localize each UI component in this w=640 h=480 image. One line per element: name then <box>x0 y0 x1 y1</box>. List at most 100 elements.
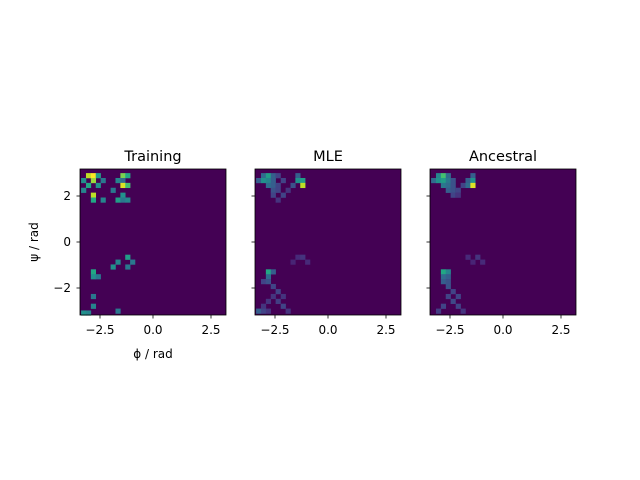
heatmap-cell <box>470 173 476 179</box>
heatmap-cell <box>475 254 481 260</box>
heatmap-cell <box>90 197 97 203</box>
heatmap-cell <box>445 182 451 189</box>
heatmap-cell <box>450 182 456 189</box>
heatmap-cell <box>470 182 476 189</box>
heatmap-cell <box>275 289 281 295</box>
heatmap-cell <box>260 303 267 309</box>
heatmap-cell <box>440 274 447 280</box>
heatmap-cell <box>445 279 451 285</box>
x-tick-label: −2.5 <box>435 323 464 337</box>
heatmap-cell <box>300 254 306 260</box>
panel-training: Training −2.5 0.0 2.5 ϕ / rad 2 0 −2 ψ /… <box>27 149 227 361</box>
heatmap-cell <box>440 182 447 189</box>
x-tick-label: 2.5 <box>201 323 220 337</box>
heatmap-cell <box>435 177 442 184</box>
heatmap-cell <box>295 173 301 179</box>
heatmap-cell <box>295 177 301 184</box>
heatmap-cell <box>305 259 311 265</box>
heatmap-cell <box>270 283 276 290</box>
heatmap-cell <box>120 177 126 184</box>
heatmap-cell <box>275 197 281 203</box>
heatmap-cell <box>440 269 447 275</box>
x-tick-label: −2.5 <box>85 323 114 337</box>
heatmap-cell <box>431 177 437 184</box>
heatmap-cell <box>115 177 121 184</box>
heatmap-cell <box>81 177 87 184</box>
heatmap-cell <box>81 310 87 316</box>
heatmap-cell <box>270 187 276 193</box>
heatmap-cell <box>445 269 451 275</box>
x-axis-label: ϕ / rad <box>133 347 173 361</box>
heatmap-cell <box>85 310 92 316</box>
heatmap-cell <box>300 182 306 189</box>
heatmap-cell <box>445 274 451 280</box>
heatmap-cell <box>265 182 272 189</box>
heatmap-cells <box>80 169 226 316</box>
heatmap-cell <box>115 259 121 265</box>
heatmap-cell <box>295 254 301 260</box>
heatmap-cell <box>265 298 272 304</box>
heatmap-cell <box>260 177 267 184</box>
heatmap-cell <box>120 182 126 189</box>
heatmap-cell <box>280 192 286 198</box>
x-axis: −2.5 0.0 2.5 <box>260 315 396 337</box>
heatmap-cell <box>460 308 466 314</box>
heatmap-cell <box>130 259 136 265</box>
heatmap-cell <box>265 279 272 285</box>
heatmap-cell <box>90 303 97 309</box>
y-tick-label: −2 <box>53 281 71 295</box>
heatmap-cell <box>270 269 276 275</box>
heatmap-cell <box>90 177 97 184</box>
heatmap-cell <box>470 177 476 184</box>
heatmap-cell <box>450 298 456 304</box>
heatmap-cell <box>265 177 272 184</box>
x-tick-label: −2.5 <box>260 323 289 337</box>
heatmap-cell <box>280 293 286 300</box>
heatmap-cell <box>120 173 126 179</box>
heatmap-cell <box>270 192 276 198</box>
heatmap-cell <box>455 187 461 193</box>
heatmap-cell <box>290 259 296 265</box>
y-axis <box>426 195 430 289</box>
heatmap-cell <box>455 192 461 198</box>
heatmap-cell <box>300 177 306 184</box>
heatmap-cell <box>445 293 451 300</box>
heatmap-cell <box>465 182 471 189</box>
panel-mle: MLE −2.5 0.0 2.5 <box>251 149 402 337</box>
heatmap-cell <box>90 274 97 280</box>
heatmap-cell <box>470 259 476 265</box>
heatmap-cell <box>90 192 97 198</box>
heatmap-cell <box>435 308 442 314</box>
heatmap-cell <box>270 293 276 300</box>
x-tick-label: 2.5 <box>376 323 395 337</box>
heatmap-cell <box>256 308 262 314</box>
heatmap-cell <box>465 254 471 260</box>
x-tick-label: 0.0 <box>318 323 337 337</box>
heatmap-cell <box>450 187 456 193</box>
x-tick-label: 2.5 <box>551 323 570 337</box>
heatmap-cell <box>125 173 131 179</box>
heatmap-cell <box>270 182 276 189</box>
heatmap-cell <box>460 182 466 189</box>
heatmap-cell <box>275 182 281 189</box>
heatmap-cells <box>430 169 576 315</box>
heatmap-cell <box>90 173 97 179</box>
heatmap-cell <box>120 192 126 198</box>
heatmap-cell <box>260 279 267 285</box>
panel-title: Training <box>123 149 181 165</box>
heatmap-cell <box>95 182 101 189</box>
panel-ancestral: Ancestral −2.5 0.0 2.5 <box>426 149 577 337</box>
heatmap-cell <box>480 259 486 265</box>
heatmap-cell <box>120 197 126 203</box>
heatmap-cell <box>455 293 461 300</box>
x-axis: −2.5 0.0 2.5 ϕ / rad <box>85 315 221 361</box>
heatmap-cell <box>435 173 442 179</box>
heatmap-cell <box>265 274 272 280</box>
y-axis-label: ψ / rad <box>27 222 41 262</box>
heatmap-cell <box>465 177 471 184</box>
heatmap-cell <box>440 173 447 179</box>
heatmap-cell <box>275 298 281 304</box>
y-tick-label: 2 <box>63 189 71 203</box>
panel-title: Ancestral <box>469 149 537 165</box>
